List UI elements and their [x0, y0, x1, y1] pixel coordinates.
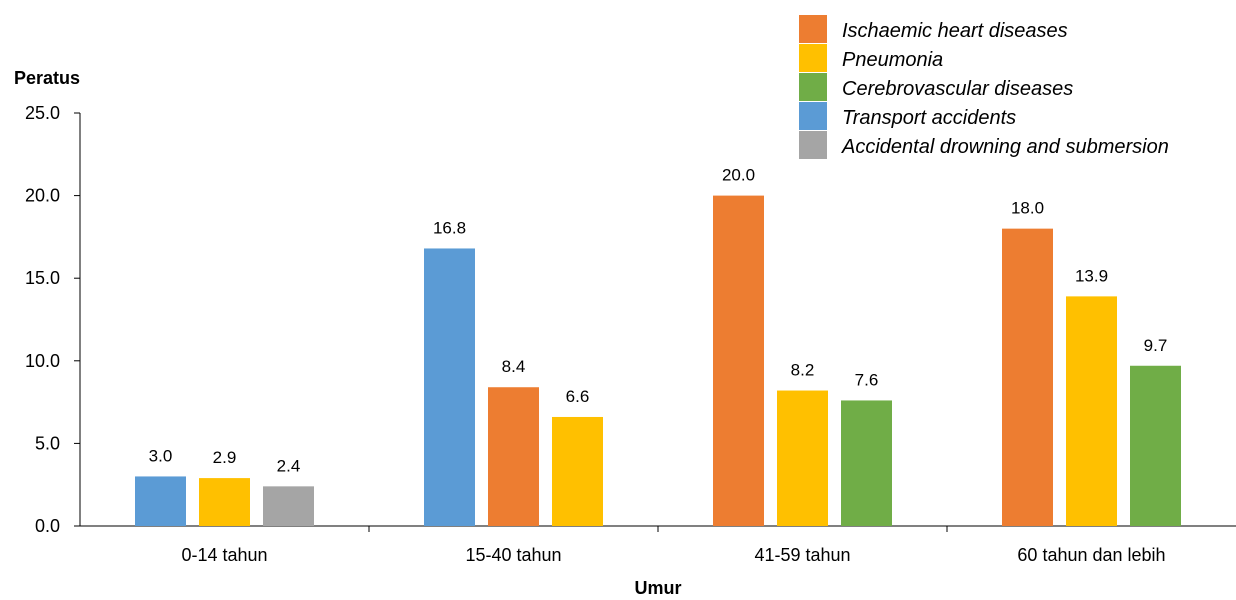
bars: 3.0 2.9 2.4 16.8 8.4 6.6 20.0 8.2 7.6 18.0 13.9 9.7: [135, 166, 1181, 527]
bar: [199, 478, 250, 526]
bar-value-label: 6.6: [566, 387, 590, 406]
bar: [135, 476, 186, 526]
y-axis: 0.0 5.0 10.0 15.0 20.0 25.0: [25, 103, 81, 536]
legend-label: Accidental drowning and submersion: [841, 136, 1169, 158]
x-tick-label: 0-14 tahun: [181, 545, 267, 565]
legend-label: Transport accidents: [842, 107, 1016, 129]
bar: [552, 416, 603, 526]
y-axis-title: Peratus: [14, 68, 80, 88]
bar-value-label: 13.9: [1075, 266, 1108, 285]
x-axis: 0-14 tahun 15-40 tahun 41-59 tahun 60 tahun…: [80, 525, 1236, 565]
y-tick-label: 0.0: [35, 516, 60, 536]
bar: [1002, 228, 1053, 526]
bar-value-label: 18.0: [1011, 199, 1044, 218]
bar: [713, 195, 764, 526]
x-tick-label: 60 tahun dan lebih: [1017, 545, 1165, 565]
y-tick-label: 10.0: [25, 351, 60, 371]
y-tick-label: 5.0: [35, 433, 60, 453]
bar: [263, 486, 314, 526]
bar-value-label: 20.0: [722, 166, 755, 185]
bar: [841, 400, 892, 526]
legend-label: Ischaemic heart diseases: [842, 20, 1068, 42]
x-axis-title: Umur: [634, 578, 681, 598]
bar-value-label: 7.6: [855, 370, 879, 389]
bar-value-label: 9.7: [1144, 336, 1168, 355]
legend-label: Cerebrovascular diseases: [842, 78, 1073, 100]
legend-swatch: [799, 102, 827, 130]
legend-swatch: [799, 15, 827, 43]
bar-value-label: 3.0: [149, 446, 173, 465]
bar: [777, 390, 828, 526]
bar-value-label: 2.9: [213, 448, 237, 467]
bar: [1066, 296, 1117, 526]
bar: [488, 387, 539, 526]
legend-label: Pneumonia: [842, 49, 943, 71]
bar: [1130, 365, 1181, 526]
legend: Ischaemic heart diseases Pneumonia Cerebro…: [799, 15, 1169, 159]
legend-swatch: [799, 131, 827, 159]
bar: [424, 248, 475, 527]
legend-swatch: [799, 73, 827, 101]
bar-value-label: 16.8: [433, 218, 466, 237]
y-tick-label: 15.0: [25, 268, 60, 288]
bar-value-label: 8.2: [791, 361, 815, 380]
y-tick-label: 25.0: [25, 103, 60, 123]
x-tick-label: 41-59 tahun: [754, 545, 850, 565]
bar-value-label: 8.4: [502, 357, 526, 376]
bar-value-label: 2.4: [277, 456, 301, 475]
legend-swatch: [799, 44, 827, 72]
y-tick-label: 20.0: [25, 186, 60, 206]
x-tick-label: 15-40 tahun: [465, 545, 561, 565]
